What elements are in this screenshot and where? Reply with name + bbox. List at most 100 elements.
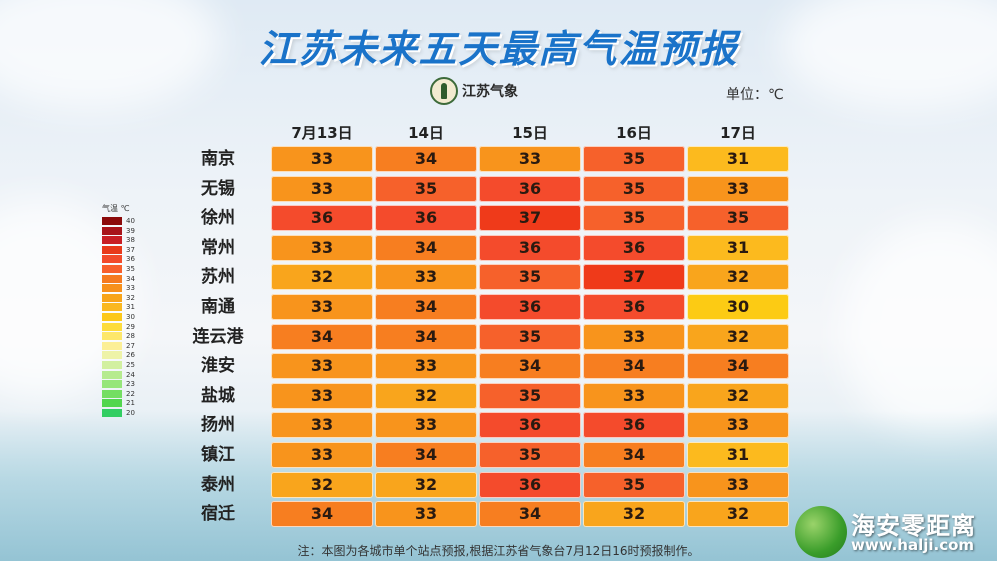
temperature-cell: 34 — [375, 323, 477, 350]
temperature-cell: 36 — [479, 294, 581, 320]
temperature-cell: 37 — [479, 205, 581, 232]
legend-swatch — [102, 217, 122, 225]
date-header-4: 17日 — [720, 124, 756, 142]
temperature-cell: 32 — [375, 471, 477, 498]
legend-swatch — [102, 351, 122, 360]
city-label: 常州 — [201, 237, 235, 258]
temperature-cell: 35 — [375, 175, 477, 202]
legend-label: 34 — [126, 274, 135, 283]
legend-label: 24 — [126, 370, 135, 379]
city-label: 淮安 — [201, 356, 235, 377]
temperature-cell: 33 — [271, 412, 373, 439]
temperature-cell: 34 — [271, 501, 373, 528]
legend-swatch — [102, 245, 122, 254]
temperature-cell: 32 — [271, 471, 373, 498]
city-label: 无锡 — [201, 178, 235, 199]
legend-swatch — [102, 341, 122, 350]
temperature-cell: 33 — [687, 471, 789, 498]
city-label: 镇江 — [201, 445, 235, 465]
legend-label: 33 — [126, 284, 135, 293]
legend-label: 22 — [126, 389, 135, 398]
temperature-cell: 33 — [375, 353, 477, 380]
legend-swatch — [102, 332, 122, 341]
brand-name: 江苏气象 — [462, 84, 518, 100]
temperature-cell: 33 — [375, 264, 477, 291]
legend-label: 38 — [126, 236, 135, 245]
legend-swatch — [102, 370, 122, 379]
legend-label: 28 — [126, 332, 135, 341]
legend-swatch — [102, 409, 122, 417]
city-label: 盐城 — [201, 385, 235, 406]
legend-label: 39 — [126, 226, 135, 235]
temperature-cell: 37 — [583, 264, 685, 291]
legend-swatch — [102, 293, 122, 302]
temperature-cell: 33 — [479, 146, 581, 172]
temperature-cell: 35 — [479, 264, 581, 291]
temperature-cell: 34 — [375, 294, 477, 320]
city-label: 徐州 — [201, 208, 235, 229]
watermark-logo-icon — [795, 506, 847, 558]
temperature-cell: 36 — [583, 234, 685, 261]
temperature-cell: 32 — [271, 264, 373, 291]
temperature-cell: 33 — [271, 234, 373, 261]
temperature-cell: 31 — [687, 146, 789, 172]
legend-label: 20 — [126, 409, 135, 417]
meteorology-emblem-icon — [430, 77, 458, 105]
temperature-cell: 35 — [583, 146, 685, 172]
city-label: 宿迁 — [201, 504, 235, 525]
temperature-cell: 35 — [687, 205, 789, 232]
watermark-url: www.halji.com — [851, 536, 975, 554]
temperature-cell: 33 — [583, 323, 685, 350]
temperature-cell: 34 — [375, 442, 477, 468]
temperature-cell: 34 — [479, 353, 581, 380]
temperature-cell: 33 — [271, 146, 373, 172]
temperature-cell: 33 — [271, 175, 373, 202]
temperature-cell: 33 — [271, 382, 373, 409]
legend-swatch — [102, 303, 122, 312]
temperature-cell: 36 — [479, 234, 581, 261]
temperature-cell: 35 — [583, 205, 685, 232]
temperature-cell: 34 — [687, 353, 789, 380]
date-header-0: 7月13日 — [291, 124, 353, 142]
temperature-cell: 36 — [479, 412, 581, 439]
unit-label: 单位：℃ — [726, 87, 784, 103]
legend-label: 26 — [126, 351, 135, 360]
legend-label: 27 — [126, 341, 135, 350]
temperature-cell: 34 — [271, 323, 373, 350]
temperature-cell: 35 — [583, 175, 685, 202]
temperature-cell: 32 — [583, 501, 685, 528]
date-header-1: 14日 — [408, 124, 444, 142]
temperature-cell: 33 — [687, 175, 789, 202]
legend-label: 31 — [126, 303, 135, 312]
city-label: 连云港 — [192, 326, 244, 347]
legend-swatch — [102, 399, 122, 408]
legend-swatch — [102, 265, 122, 273]
legend-label: 25 — [126, 361, 135, 369]
legend-swatch — [102, 274, 122, 283]
temperature-cell: 35 — [479, 323, 581, 350]
legend-label: 37 — [126, 245, 135, 254]
legend-label: 40 — [126, 217, 135, 225]
temperature-cell: 34 — [375, 146, 477, 172]
temperature-cell: 33 — [687, 412, 789, 439]
legend-swatch — [102, 361, 122, 369]
legend-swatch — [102, 313, 122, 321]
temperature-cell: 33 — [271, 294, 373, 320]
legend-swatch — [102, 322, 122, 331]
temperature-cell: 33 — [583, 382, 685, 409]
temperature-cell: 35 — [583, 471, 685, 498]
city-label: 扬州 — [201, 415, 235, 436]
brand-logo: 江苏气象 — [430, 77, 518, 105]
temperature-cell: 33 — [271, 442, 373, 468]
temperature-cell: 33 — [271, 353, 373, 380]
legend-swatch — [102, 226, 122, 235]
legend-label: 32 — [126, 293, 135, 302]
temperature-cell: 31 — [687, 234, 789, 261]
temperature-cell: 31 — [687, 442, 789, 468]
legend-label: 36 — [126, 255, 135, 264]
date-header-2: 15日 — [512, 124, 548, 142]
legend-label: 21 — [126, 399, 135, 408]
temperature-cell: 33 — [375, 501, 477, 528]
temperature-cell: 36 — [479, 471, 581, 498]
footnote: 注：本图为各城市单个站点预报,根据江苏省气象台7月12日16时预报制作。 — [297, 544, 700, 558]
